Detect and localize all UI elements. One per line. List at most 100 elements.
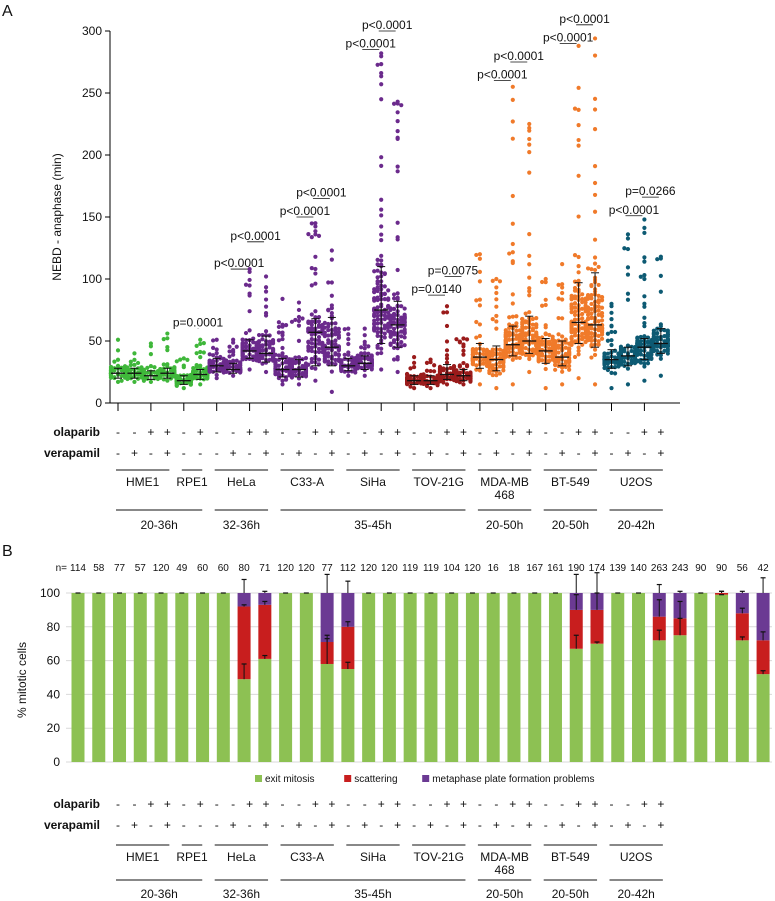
data-point: [576, 278, 581, 283]
data-point: [658, 353, 663, 358]
verapamil-row-label: verapamil: [44, 446, 100, 460]
olaparib-sign: -: [429, 797, 433, 811]
data-point: [309, 266, 314, 271]
data-point: [481, 357, 486, 362]
olaparib-sign: +: [197, 425, 204, 439]
scatter-column: [289, 300, 309, 387]
data-point: [181, 365, 186, 370]
data-point: [224, 361, 229, 366]
time-window-label: 20-50h: [486, 887, 523, 901]
olaparib-sign: -: [626, 797, 630, 811]
cell-line-label: C33-A: [290, 475, 324, 489]
p-value-label: p=0.0266: [625, 184, 676, 198]
data-point: [375, 257, 380, 262]
data-point: [589, 311, 594, 316]
data-point: [227, 354, 232, 359]
cell-line-label: TOV-21G: [414, 475, 464, 489]
data-point: [276, 324, 281, 330]
data-point: [333, 338, 338, 343]
cell-line-label: BT-549: [551, 475, 590, 489]
cell-line-label: HeLa: [227, 475, 256, 489]
data-point: [375, 313, 380, 319]
data-point: [543, 297, 548, 302]
scatter-column: [602, 301, 621, 391]
data-point: [174, 359, 179, 364]
data-point: [428, 386, 433, 391]
data-point: [642, 273, 647, 278]
olaparib-sign: +: [263, 425, 270, 439]
data-point: [322, 354, 327, 359]
data-point: [530, 326, 535, 332]
data-point: [276, 330, 281, 335]
scatter-column: [355, 326, 374, 378]
data-point: [589, 283, 594, 289]
data-point: [658, 289, 663, 294]
verapamil-sign: +: [295, 818, 302, 832]
data-point: [567, 352, 572, 357]
data-point: [474, 298, 479, 303]
data-point: [379, 346, 384, 351]
verapamil-sign: +: [526, 818, 533, 832]
data-point: [280, 333, 285, 338]
p-value-label: p<0.0001: [609, 203, 660, 217]
data-point: [227, 364, 232, 370]
olaparib-sign: -: [346, 425, 350, 439]
data-point: [494, 319, 499, 324]
n-count: 42: [758, 563, 770, 574]
data-point: [507, 322, 512, 327]
data-point: [572, 309, 578, 314]
scatter-column: [339, 326, 358, 378]
data-point: [599, 295, 605, 300]
data-point: [260, 344, 265, 349]
data-point: [132, 351, 137, 356]
data-point: [366, 355, 371, 360]
data-point: [642, 324, 647, 329]
n-count: 167: [526, 563, 543, 574]
stacked-bar: [113, 592, 127, 762]
data-point: [145, 365, 150, 370]
data-point: [165, 336, 170, 341]
data-point: [605, 351, 611, 356]
data-point: [444, 360, 450, 365]
data-point: [263, 289, 269, 294]
data-point: [316, 335, 322, 340]
olaparib-sign: -: [363, 797, 367, 811]
data-point: [379, 367, 384, 372]
data-point: [322, 357, 327, 363]
data-point: [382, 313, 387, 318]
data-point: [391, 320, 397, 325]
verapamil-sign: +: [328, 446, 335, 460]
data-point: [375, 351, 380, 356]
data-point: [336, 352, 341, 357]
data-point: [191, 369, 196, 374]
data-point: [494, 373, 499, 378]
data-point: [576, 107, 581, 112]
data-point: [523, 346, 528, 351]
verapamil-sign: +: [131, 818, 138, 832]
olaparib-row-label: olaparib: [53, 797, 100, 811]
scatter-column: [569, 43, 588, 381]
olaparib-sign: -: [494, 797, 498, 811]
scatter-column: [618, 232, 638, 387]
data-point: [309, 221, 314, 226]
data-point: [580, 326, 585, 331]
data-point: [642, 225, 647, 230]
data-point: [560, 285, 565, 290]
bar-segment-exit: [133, 593, 147, 762]
data-point: [316, 338, 322, 343]
data-point: [625, 382, 631, 387]
data-point: [391, 296, 397, 301]
data-point: [207, 368, 212, 374]
data-point: [263, 274, 269, 279]
data-point: [592, 164, 598, 169]
stacked-bar: [486, 592, 500, 762]
bar-segment-exit: [113, 593, 127, 762]
data-point: [309, 345, 314, 350]
data-point: [556, 332, 561, 337]
scatter-column: [207, 337, 226, 381]
data-point: [454, 376, 459, 381]
data-point: [313, 221, 318, 226]
data-point: [543, 386, 548, 391]
data-point: [231, 347, 236, 353]
data-point: [572, 301, 578, 306]
